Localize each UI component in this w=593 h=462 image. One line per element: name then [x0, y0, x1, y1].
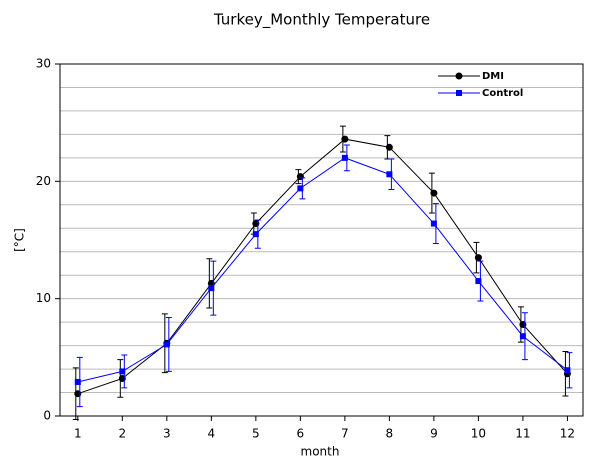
x-tick-label: 3 — [163, 427, 171, 441]
marker — [119, 368, 126, 375]
x-tick-label: 1 — [74, 427, 82, 441]
x-tick-label: 6 — [297, 427, 305, 441]
marker — [208, 285, 215, 292]
x-tick-label: 9 — [430, 427, 438, 441]
y-tick-label: 0 — [43, 409, 51, 423]
y-tick-label: 30 — [36, 57, 51, 71]
marker — [474, 254, 482, 262]
chart-title: Turkey_Monthly Temperature — [213, 11, 430, 30]
legend-label: Control — [482, 88, 523, 99]
marker — [519, 333, 526, 340]
marker — [385, 143, 393, 151]
x-tick-label: 5 — [252, 427, 260, 441]
marker — [475, 278, 482, 285]
marker — [74, 378, 81, 385]
legend-marker — [455, 72, 463, 80]
x-tick-label: 4 — [208, 427, 216, 441]
legend-marker — [456, 90, 462, 96]
y-axis-label: [°C] — [13, 228, 27, 252]
marker — [252, 231, 259, 238]
x-tick-label: 10 — [471, 427, 486, 441]
marker — [430, 220, 437, 227]
y-tick-label: 20 — [36, 174, 51, 188]
plot-frame — [59, 63, 584, 417]
x-tick-label: 12 — [560, 427, 575, 441]
marker — [564, 367, 571, 374]
series-line — [77, 157, 568, 383]
x-tick-label: 2 — [118, 427, 126, 441]
marker — [297, 185, 304, 192]
y-tick-label: 10 — [36, 291, 51, 305]
marker — [341, 135, 349, 143]
marker — [341, 154, 348, 161]
x-axis-label: month — [301, 445, 340, 459]
legend-label: DMI — [482, 71, 504, 82]
x-tick-label: 8 — [386, 427, 394, 441]
series-line — [77, 138, 568, 395]
marker — [430, 189, 438, 197]
x-tick-label: 7 — [341, 427, 349, 441]
marker — [386, 171, 393, 178]
x-tick-label: 11 — [515, 427, 530, 441]
marker — [163, 341, 170, 348]
